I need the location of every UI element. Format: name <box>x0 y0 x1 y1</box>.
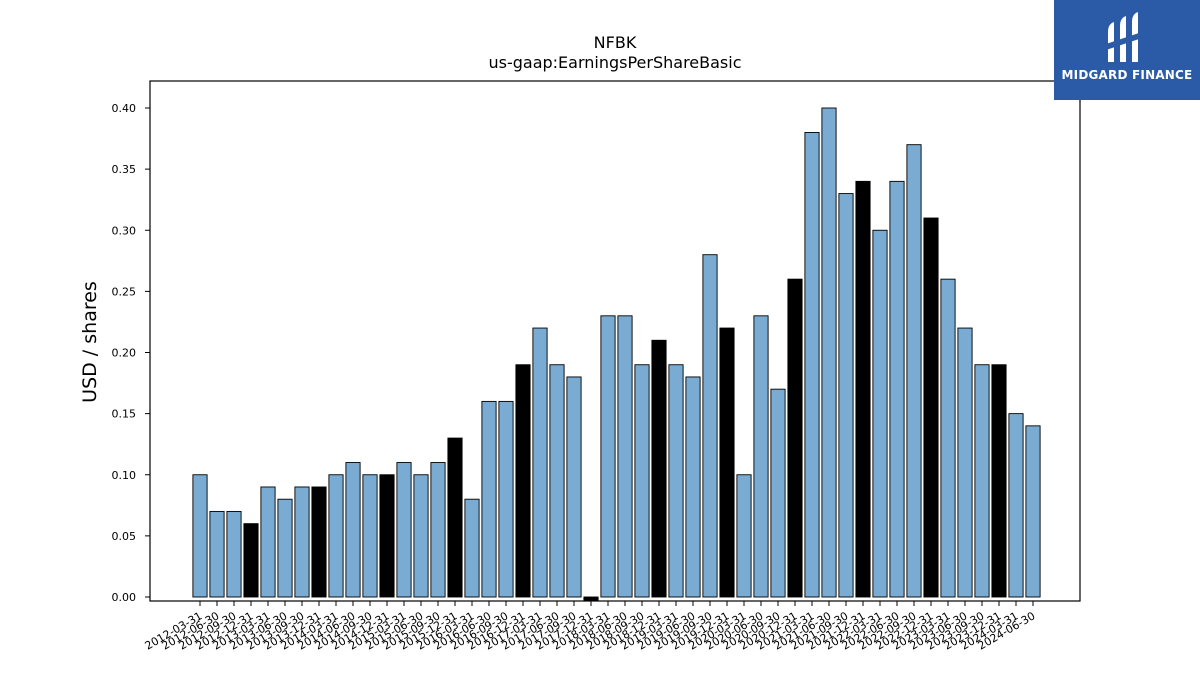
y-axis-label: USD / shares <box>79 281 101 403</box>
bar-2024-06-30 <box>1025 425 1041 598</box>
bar-2018-06-30 <box>617 315 633 598</box>
y-tick-label: 0.35 <box>112 163 137 176</box>
bar-2012-12-31 <box>243 523 259 598</box>
bar-2021-03-31 <box>804 131 820 598</box>
bar-2012-03-31 <box>192 474 208 598</box>
bar-2014-09-30 <box>362 474 378 598</box>
bar-2014-12-31 <box>379 474 395 598</box>
bar-2019-12-31 <box>719 327 735 598</box>
bar-2022-12-31 <box>923 217 939 598</box>
bar-2023-09-30 <box>974 364 990 598</box>
bar-2016-06-30 <box>481 400 497 598</box>
y-tick-label: 0.00 <box>112 591 137 604</box>
bar-2015-06-30 <box>413 474 429 598</box>
bar-2016-12-31 <box>515 364 531 598</box>
bar-2020-03-31 <box>736 474 752 598</box>
bar-2020-12-31 <box>787 278 803 598</box>
bar-2015-09-30 <box>430 462 446 598</box>
logo-text: MIDGARD FINANCE <box>1061 68 1193 82</box>
bar-2014-03-31 <box>328 474 344 598</box>
bar-2013-12-31 <box>311 486 327 598</box>
bar-2020-06-30 <box>753 315 769 598</box>
plot-frame <box>149 80 1081 602</box>
y-ticks-group: 0.00 0.05 0.10 0.15 0.20 0.25 0.30 0.35 0.40 <box>112 102 150 604</box>
bar-2016-03-31 <box>464 498 480 598</box>
bar-2017-09-30 <box>566 376 582 598</box>
bar-2021-09-30 <box>838 193 854 598</box>
chart-title: NFBK <box>594 33 637 52</box>
y-tick-label: 0.20 <box>112 347 137 360</box>
bar-2015-12-31 <box>447 437 463 598</box>
bar-2022-03-31 <box>872 229 888 598</box>
bar-2019-03-31 <box>668 364 684 598</box>
x-ticks-group: 2012-03-312012-06-302012-09-302012-12-31… <box>143 601 1038 653</box>
bar-2019-06-30 <box>685 376 701 598</box>
y-tick-label: 0.10 <box>112 469 137 482</box>
bar-2020-09-30 <box>770 388 786 598</box>
y-tick-label: 0.15 <box>112 408 137 421</box>
bar-2013-06-30 <box>277 498 293 598</box>
bar-2013-09-30 <box>294 486 310 598</box>
bar-2021-12-31 <box>855 180 871 598</box>
bar-2022-09-30 <box>906 144 922 598</box>
bar-2018-03-31 <box>600 315 616 598</box>
bar-2017-03-31 <box>532 327 548 598</box>
bar-2016-09-30 <box>498 400 514 598</box>
bar-2017-12-31 <box>583 596 599 602</box>
bar-2023-03-31 <box>940 278 956 598</box>
bar-2022-06-30 <box>889 180 905 598</box>
company-logo: MIDGARD FINANCE <box>1054 0 1200 100</box>
y-tick-label: 0.40 <box>112 102 137 115</box>
bar-2018-09-30 <box>634 364 650 598</box>
y-tick-label: 0.25 <box>112 285 137 298</box>
bar-2012-06-30 <box>209 510 225 598</box>
bars-group <box>192 107 1041 602</box>
bar-2017-06-30 <box>549 364 565 598</box>
logo-mark-icon <box>1106 12 1142 62</box>
bar-2013-03-31 <box>260 486 276 598</box>
chart-subtitle: us-gaap:EarningsPerShareBasic <box>488 53 741 72</box>
bar-2021-06-30 <box>821 107 837 598</box>
bar-2019-09-30 <box>702 254 718 598</box>
bar-2018-12-31 <box>651 339 667 598</box>
y-tick-label: 0.30 <box>112 224 137 237</box>
bar-2012-09-30 <box>226 510 242 598</box>
y-tick-label: 0.05 <box>112 530 137 543</box>
bar-2024-03-31 <box>1008 413 1024 598</box>
bar-2015-03-31 <box>396 462 412 598</box>
bar-2023-12-31 <box>991 364 1007 598</box>
bar-2014-06-30 <box>345 462 361 598</box>
bar-2023-06-30 <box>957 327 973 598</box>
